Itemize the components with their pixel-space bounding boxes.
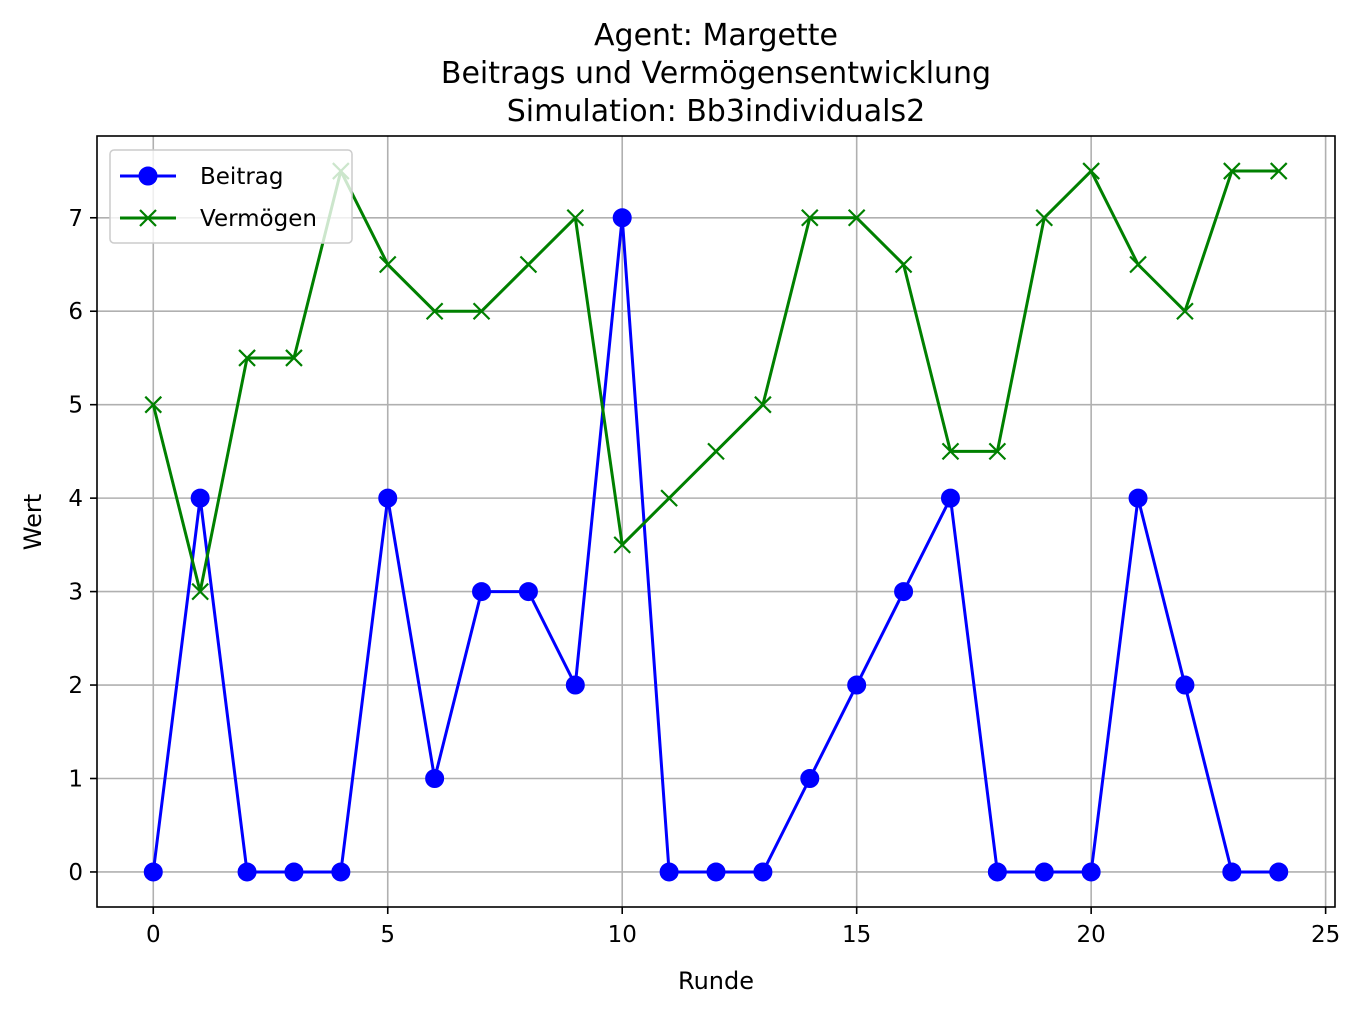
data-point-verm-gen — [425, 302, 444, 321]
data-point-verm-gen — [1129, 255, 1147, 274]
data-point-verm-gen — [660, 489, 678, 507]
data-point-beitrag — [565, 675, 585, 695]
axes: 0 5 10 15 20 25 0 1 2 3 4 5 6 7 — [68, 206, 1340, 948]
data-point-beitrag — [472, 582, 492, 602]
data-point-verm-gen — [1035, 208, 1054, 227]
legend-label-beitrag: Beitrag — [200, 164, 284, 190]
data-point-beitrag — [518, 582, 538, 602]
data-point-beitrag — [1034, 862, 1054, 882]
data-point-beitrag — [1175, 675, 1195, 695]
data-point-verm-gen — [754, 395, 772, 414]
series-beitrag — [143, 208, 1289, 882]
legend-marker-verm-gen — [139, 209, 157, 227]
data-point-verm-gen — [941, 442, 960, 461]
data-point-verm-gen — [613, 536, 631, 554]
y-tick-label: 6 — [68, 299, 83, 325]
data-point-verm-gen — [238, 349, 256, 367]
data-point-beitrag — [753, 862, 773, 882]
data-point-beitrag — [1269, 862, 1289, 882]
x-tick-label: 20 — [1077, 922, 1106, 948]
x-tick-label: 5 — [380, 922, 395, 948]
data-point-verm-gen — [191, 582, 209, 601]
data-point-beitrag — [284, 862, 304, 882]
x-tick-label: 0 — [146, 922, 161, 948]
y-tick-label: 2 — [68, 673, 83, 699]
data-point-verm-gen — [472, 302, 491, 321]
data-point-verm-gen — [1223, 162, 1241, 180]
data-point-beitrag — [706, 862, 726, 882]
data-point-verm-gen — [1176, 302, 1194, 321]
grid-lines — [97, 136, 1335, 907]
data-point-beitrag — [800, 769, 820, 788]
data-point-beitrag — [612, 208, 632, 228]
legend-box — [109, 149, 353, 244]
data-point-verm-gen — [285, 349, 303, 367]
data-point-beitrag — [987, 862, 1007, 882]
data-point-beitrag — [894, 582, 914, 602]
y-tick-label: 5 — [68, 393, 83, 419]
chart-title-line-2: Beitrags und Vermögensentwicklung — [441, 56, 991, 91]
data-point-verm-gen — [707, 442, 725, 461]
chart-title-line-3: Simulation: Bb3individuals2 — [507, 94, 925, 129]
legend-label-verm-gen: Vermögen — [200, 206, 317, 232]
y-tick-label: 4 — [68, 486, 83, 512]
data-point-verm-gen — [144, 395, 163, 414]
chart-title-line-1: Agent: Margette — [594, 18, 838, 53]
data-point-beitrag — [1081, 862, 1101, 882]
plot-area-frame — [96, 135, 1336, 908]
x-tick-label: 15 — [842, 922, 871, 948]
legend: Beitrag Vermögen — [109, 149, 353, 244]
data-point-beitrag — [237, 862, 257, 882]
data-point-verm-gen — [988, 442, 1007, 461]
data-point-verm-gen — [519, 255, 538, 274]
data-point-verm-gen — [894, 255, 913, 274]
data-point-beitrag — [1222, 862, 1242, 882]
data-point-verm-gen — [1082, 162, 1100, 180]
series-layer — [143, 162, 1289, 882]
data-point-verm-gen — [566, 208, 585, 227]
legend-marker-beitrag — [138, 166, 158, 186]
data-point-beitrag — [143, 862, 163, 882]
x-tick-label: 25 — [1311, 922, 1340, 948]
x-tick-label: 10 — [608, 922, 637, 948]
y-tick-label: 1 — [68, 767, 83, 793]
data-point-beitrag — [378, 488, 398, 508]
y-tick-label: 0 — [68, 860, 83, 886]
x-axis-label: Runde — [678, 967, 754, 995]
data-point-beitrag — [1128, 488, 1148, 508]
data-point-beitrag — [331, 862, 351, 882]
data-point-beitrag — [659, 862, 679, 882]
data-point-verm-gen — [378, 255, 397, 274]
data-point-beitrag — [425, 769, 445, 788]
data-point-beitrag — [847, 675, 867, 695]
data-point-verm-gen — [801, 208, 819, 227]
series-line-beitrag — [151, 216, 1279, 874]
data-point-beitrag — [940, 488, 960, 508]
data-point-verm-gen — [847, 208, 866, 227]
y-tick-label: 7 — [68, 206, 83, 232]
y-tick-label: 3 — [68, 580, 83, 606]
y-axis-label: Wert — [19, 494, 47, 550]
data-point-verm-gen — [1269, 162, 1288, 180]
data-point-beitrag — [190, 488, 210, 508]
